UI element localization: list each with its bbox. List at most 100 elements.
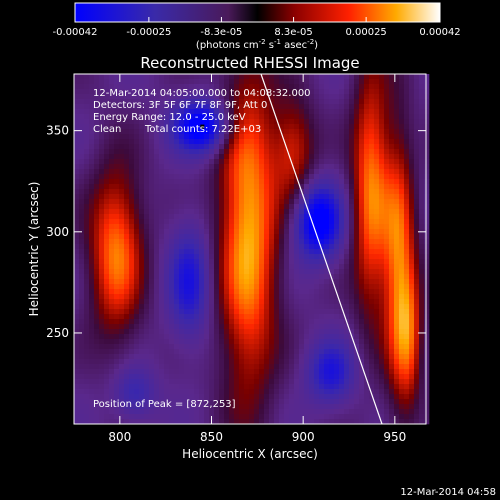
heatmap-cell: [399, 274, 405, 280]
heatmap-cell: [374, 79, 380, 85]
heatmap-cell: [249, 179, 255, 185]
heatmap-cell: [399, 159, 405, 165]
heatmap-cell: [324, 404, 330, 410]
heatmap-cell: [294, 254, 300, 260]
heatmap-cell: [324, 389, 330, 395]
heatmap-cell: [144, 194, 150, 200]
heatmap-cell: [339, 274, 345, 280]
heatmap-cell: [209, 309, 215, 315]
heatmap-cell: [114, 149, 120, 155]
heatmap-cell: [239, 219, 245, 225]
heatmap-cell: [74, 179, 80, 185]
heatmap-cell: [124, 404, 130, 410]
heatmap-cell: [354, 324, 360, 330]
heatmap-cell: [394, 154, 400, 160]
heatmap-cell: [184, 99, 190, 105]
heatmap-cell: [219, 244, 225, 250]
heatmap-cell: [394, 404, 400, 410]
heatmap-cell: [119, 159, 125, 165]
heatmap-cell: [284, 259, 290, 265]
heatmap-cell: [259, 214, 265, 220]
heatmap-cell: [329, 389, 335, 395]
heatmap-cell: [139, 134, 145, 140]
heatmap-cell: [374, 329, 380, 335]
heatmap-cell: [174, 354, 180, 360]
heatmap-cell: [139, 389, 145, 395]
heatmap-cell: [264, 74, 270, 80]
heatmap-cell: [239, 239, 245, 245]
heatmap-cell: [359, 279, 365, 285]
heatmap-cell: [144, 199, 150, 205]
heatmap-cell: [209, 169, 215, 175]
heatmap-cell: [389, 204, 395, 210]
heatmap-cell: [279, 154, 285, 160]
heatmap-cell: [419, 234, 425, 240]
heatmap-cell: [304, 129, 310, 135]
heatmap-cell: [119, 89, 125, 95]
heatmap-cell: [409, 189, 415, 195]
heatmap-cell: [379, 144, 385, 150]
heatmap-cell: [294, 229, 300, 235]
heatmap-cell: [119, 334, 125, 340]
heatmap-cell: [194, 149, 200, 155]
heatmap-cell: [114, 144, 120, 150]
heatmap-cell: [339, 159, 345, 165]
heatmap-cell: [344, 184, 350, 190]
heatmap-cell: [339, 184, 345, 190]
heatmap-cell: [314, 84, 320, 90]
heatmap-cell: [269, 274, 275, 280]
heatmap-cell: [139, 104, 145, 110]
heatmap-cell: [284, 129, 290, 135]
heatmap-cell: [294, 284, 300, 290]
heatmap-cell: [334, 184, 340, 190]
heatmap-cell: [364, 119, 370, 125]
heatmap-cell: [324, 279, 330, 285]
heatmap-cell: [244, 134, 250, 140]
heatmap-cell: [149, 354, 155, 360]
heatmap-cell: [304, 374, 310, 380]
heatmap-cell: [354, 114, 360, 120]
heatmap-cell: [144, 369, 150, 375]
heatmap-cell: [174, 224, 180, 230]
heatmap-cell: [389, 244, 395, 250]
heatmap-cell: [279, 204, 285, 210]
heatmap-cell: [264, 109, 270, 115]
heatmap-cell: [329, 104, 335, 110]
heatmap-cell: [174, 319, 180, 325]
heatmap-cell: [324, 309, 330, 315]
heatmap-cell: [149, 74, 155, 80]
heatmap-cell: [104, 259, 110, 265]
heatmap-cell: [144, 229, 150, 235]
heatmap-cell: [324, 179, 330, 185]
heatmap-cell: [104, 404, 110, 410]
heatmap-cell: [264, 124, 270, 130]
heatmap-cell: [324, 259, 330, 265]
heatmap-cell: [259, 289, 265, 295]
heatmap-cell: [399, 109, 405, 115]
heatmap-cell: [164, 309, 170, 315]
heatmap-cell: [324, 89, 330, 95]
heatmap-cell: [394, 419, 400, 425]
heatmap-cell: [284, 219, 290, 225]
heatmap-cell: [249, 184, 255, 190]
heatmap-cell: [364, 414, 370, 420]
heatmap-cell: [219, 314, 225, 320]
heatmap-cell: [99, 104, 105, 110]
heatmap-cell: [279, 289, 285, 295]
heatmap-cell: [404, 384, 410, 390]
heatmap-cell: [349, 149, 355, 155]
heatmap-cell: [189, 339, 195, 345]
heatmap-cell: [289, 184, 295, 190]
heatmap-cell: [99, 194, 105, 200]
heatmap-cell: [359, 379, 365, 385]
heatmap-cell: [154, 389, 160, 395]
heatmap-cell: [94, 139, 100, 145]
heatmap-cell: [409, 409, 415, 415]
heatmap-cell: [229, 294, 235, 300]
heatmap-cell: [224, 399, 230, 405]
heatmap-cell: [129, 279, 135, 285]
heatmap-cell: [334, 199, 340, 205]
heatmap-cell: [204, 284, 210, 290]
heatmap-cell: [299, 119, 305, 125]
heatmap-cell: [369, 169, 375, 175]
